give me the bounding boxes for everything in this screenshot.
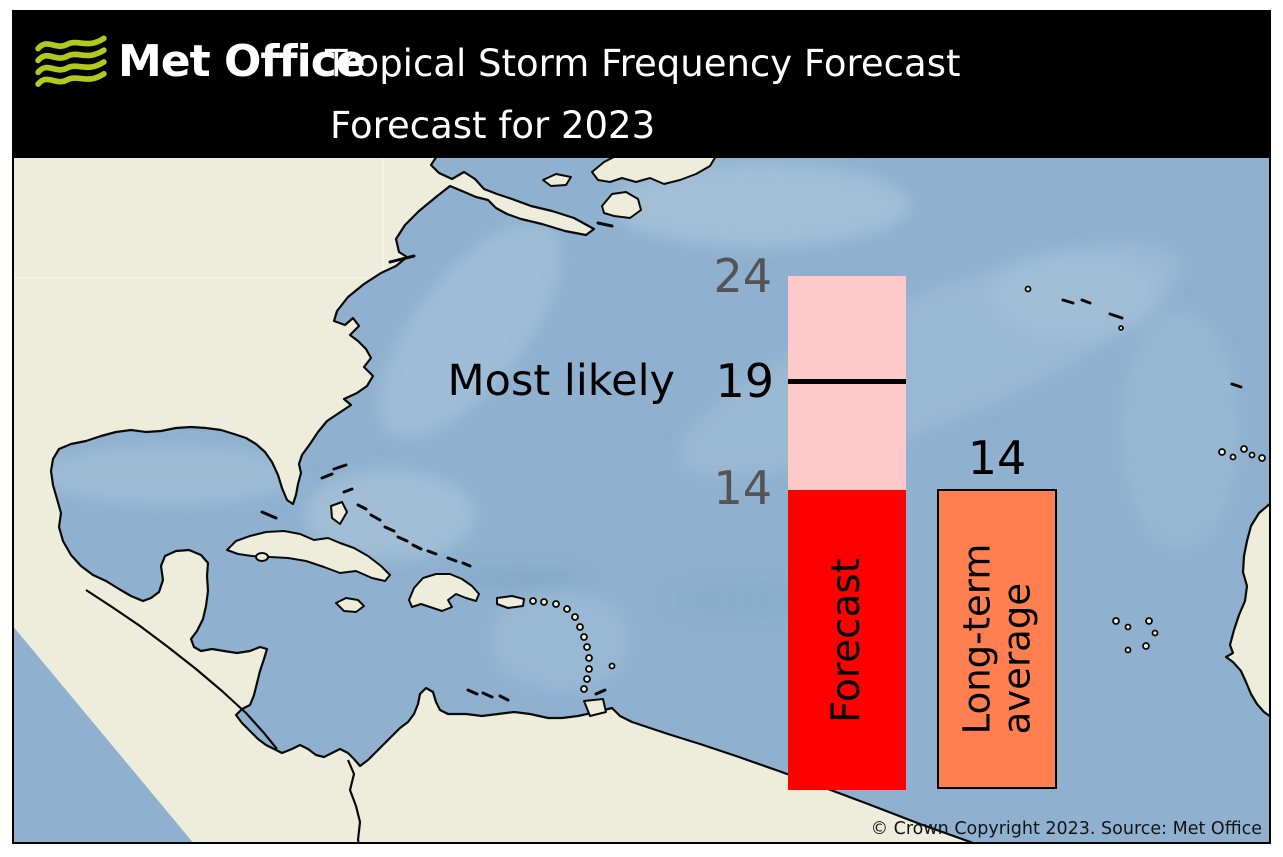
long-term-average-bar-label: Long-term average: [955, 543, 1039, 735]
jamaica: [335, 597, 365, 613]
tick-label-19: 19: [715, 354, 774, 408]
sable-island: [596, 221, 614, 228]
caribbean-islands: [226, 501, 607, 717]
andros-bahamas: [330, 501, 348, 525]
met-office-logo: Met Office: [34, 32, 366, 92]
chart-subtitle: Forecast for 2023: [330, 104, 656, 147]
prince-edward-island: [542, 173, 572, 187]
northern-islands: [542, 156, 717, 219]
cape-verde-islands: [1112, 617, 1120, 625]
met-office-waves-icon: [35, 35, 107, 87]
long-term-average-value-label: 14: [967, 431, 1027, 485]
newfoundland: [591, 156, 717, 185]
small-north-dashes: [388, 221, 614, 264]
pacific-coastline: [85, 589, 362, 844]
isle-of-youth: [255, 552, 269, 562]
atlantic-basin-map: [12, 156, 1271, 844]
americas-coastline: [49, 156, 980, 844]
canary-islands: [1218, 448, 1226, 456]
atlantic-islets: [1024, 285, 1266, 654]
map-area: Forecast Long-term average 24 19 14 Most …: [12, 156, 1271, 844]
barbados: [608, 662, 616, 670]
forecast-bar-label: Forecast: [824, 557, 870, 723]
hispaniola: [408, 573, 480, 612]
tobago: [594, 688, 607, 696]
logo-text: Met Office: [118, 36, 366, 87]
long-island: [388, 254, 416, 264]
most-likely-annotation: Most likely: [447, 356, 675, 406]
africa-landmass: [1226, 503, 1271, 717]
cape-breton-island: [601, 191, 642, 219]
copyright-notice: © Crown Copyright 2023. Source: Met Offi…: [870, 819, 1262, 839]
most-likely-line: [788, 379, 906, 384]
graticule-lines: [12, 156, 384, 279]
atlantic-islet-dashes: [1061, 298, 1243, 389]
cuba: [226, 530, 391, 582]
madeira: [1108, 312, 1124, 320]
americas-landmass: [12, 156, 976, 844]
forecast-bar: Forecast: [788, 490, 906, 790]
africa-coastline: [1224, 502, 1271, 718]
tick-label-24: 24: [713, 249, 772, 303]
florida-keys: [260, 510, 278, 520]
tick-label-14: 14: [713, 461, 772, 515]
puerto-rico: [496, 595, 525, 609]
azores: [1061, 298, 1075, 305]
chart-title: Tropical Storm Frequency Forecast: [325, 42, 961, 85]
trinidad: [583, 698, 607, 717]
lesser-antilles-arc: [529, 597, 616, 693]
bermuda: [1024, 285, 1032, 293]
header-bar: Met Office Tropical Storm Frequency Fore…: [12, 10, 1271, 156]
bahamas-dashes: [260, 463, 472, 568]
long-term-average-bar: Long-term average: [937, 489, 1057, 789]
south-caribbean-dashes: [466, 688, 607, 702]
